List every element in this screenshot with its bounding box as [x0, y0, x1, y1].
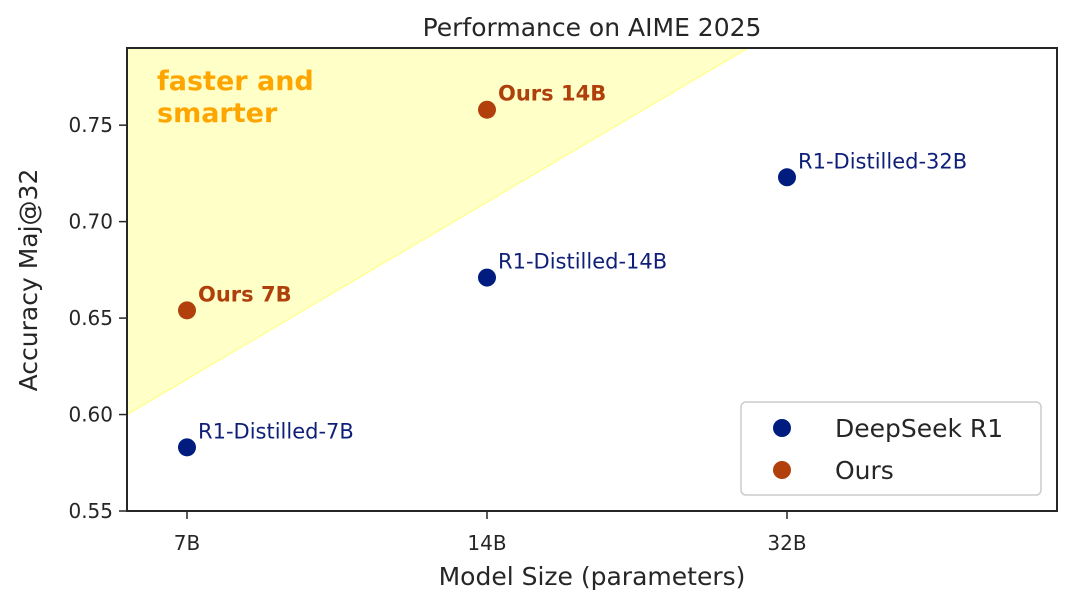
point-label-deepseek-7b: R1-Distilled-7B [198, 419, 354, 443]
legend-marker-ours [773, 461, 791, 479]
point-label-ours-7b: Ours 7B [198, 282, 292, 306]
point-label-deepseek-32b: R1-Distilled-32B [798, 149, 967, 173]
x-axis-label: Model Size (parameters) [439, 562, 746, 591]
point-label-deepseek-14b: R1-Distilled-14B [498, 250, 667, 274]
legend-label-deepseek: DeepSeek R1 [835, 414, 1003, 443]
y-tick-label-3: 0.70 [68, 210, 113, 234]
y-tick-label-1: 0.60 [68, 403, 113, 427]
point-deepseek-7b [178, 438, 196, 457]
x-tick-label-1: 14B [467, 531, 506, 555]
legend-box [740, 401, 1042, 496]
legend-label-ours: Ours [835, 456, 894, 485]
point-ours-14b [478, 100, 496, 119]
y-axis-label: Accuracy Maj@32 [14, 169, 43, 392]
legend-marker-deepseek [773, 419, 791, 437]
highlight-region-edge [126, 47, 749, 416]
point-deepseek-14b [478, 268, 496, 287]
annotation-line-2: smarter [157, 98, 278, 129]
x-tick-label-0: 7B [174, 531, 200, 555]
point-ours-7b [178, 301, 196, 320]
y-tick-label-0: 0.55 [68, 499, 113, 523]
y-tick-label-4: 0.75 [68, 113, 113, 137]
x-tick-label-2: 32B [767, 531, 806, 555]
y-tick-label-2: 0.65 [68, 306, 113, 330]
legend: DeepSeek R1 Ours [740, 401, 1042, 496]
point-deepseek-32b [778, 168, 796, 187]
chart-title: Performance on AIME 2025 [423, 13, 762, 42]
plot-frame [126, 47, 1058, 512]
annotation-line-1: faster and [157, 66, 314, 97]
point-label-ours-14b: Ours 14B [498, 82, 606, 106]
